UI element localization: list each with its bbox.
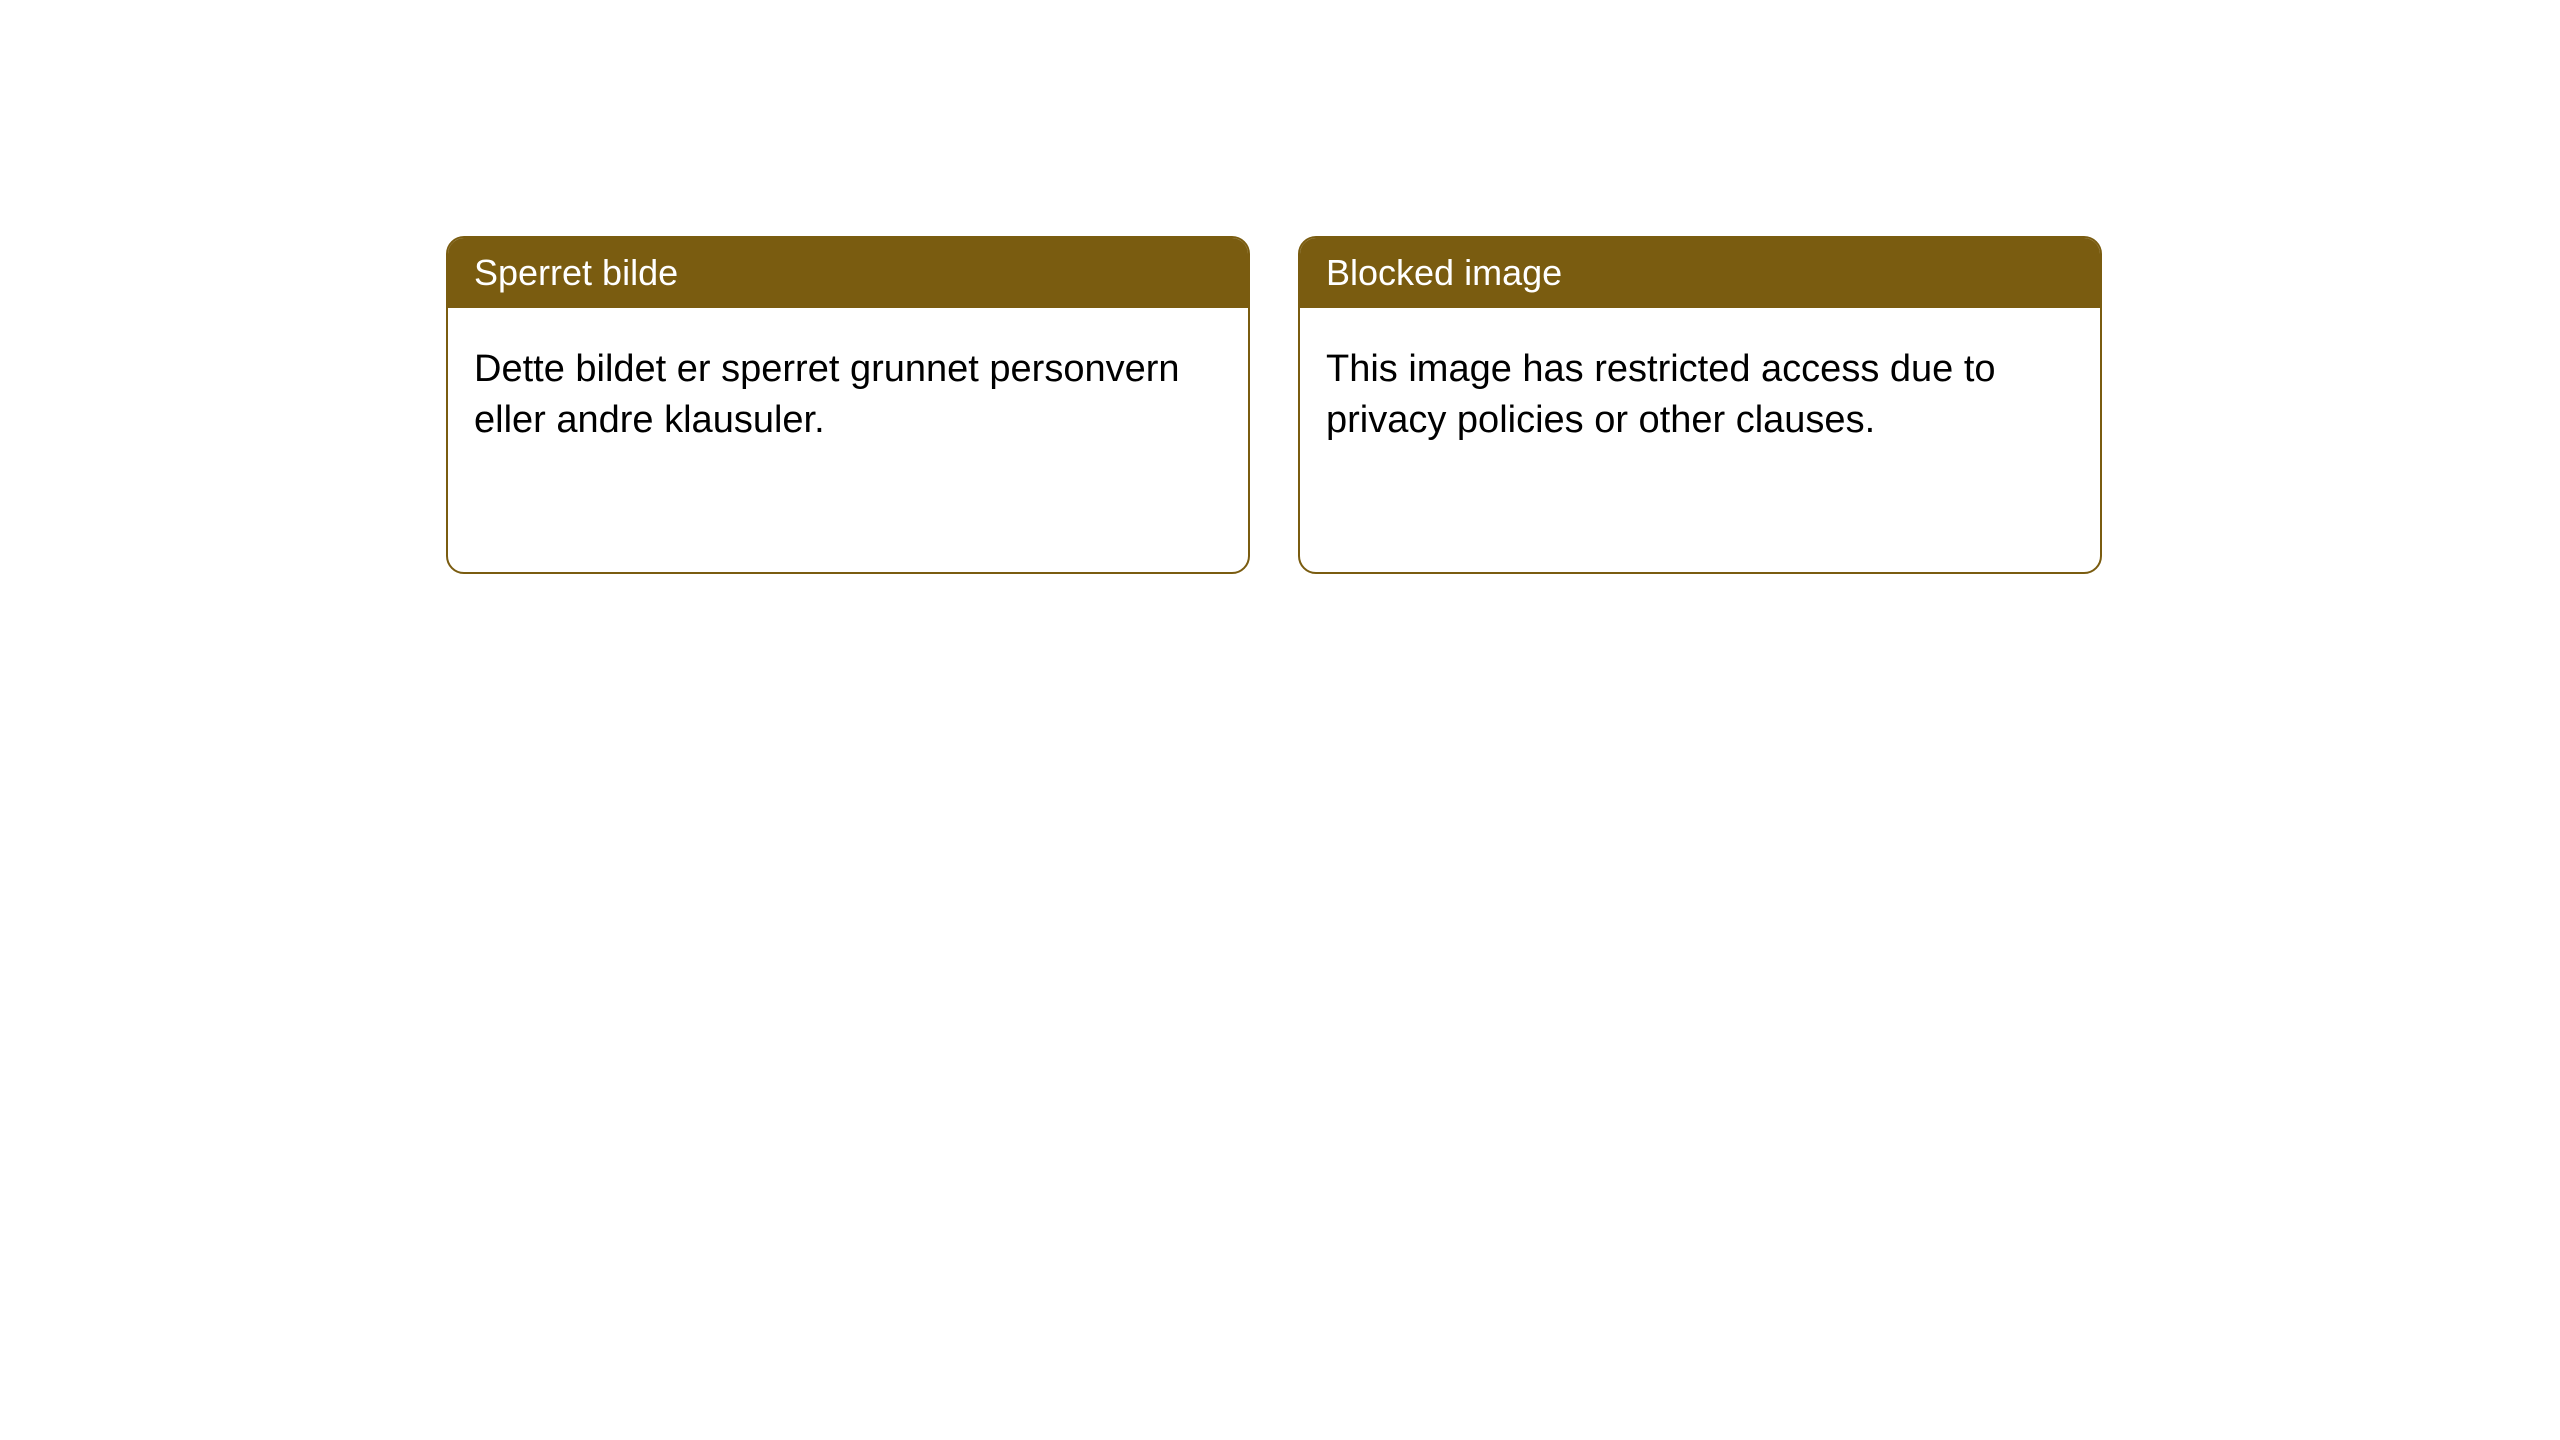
notice-card-english: Blocked image This image has restricted … bbox=[1298, 236, 2102, 574]
notice-card-norwegian: Sperret bilde Dette bildet er sperret gr… bbox=[446, 236, 1250, 574]
notice-title-norwegian: Sperret bilde bbox=[448, 238, 1248, 308]
notice-body-english: This image has restricted access due to … bbox=[1300, 308, 2100, 483]
notice-title-english: Blocked image bbox=[1300, 238, 2100, 308]
notice-body-norwegian: Dette bildet er sperret grunnet personve… bbox=[448, 308, 1248, 483]
notice-container: Sperret bilde Dette bildet er sperret gr… bbox=[0, 0, 2560, 574]
